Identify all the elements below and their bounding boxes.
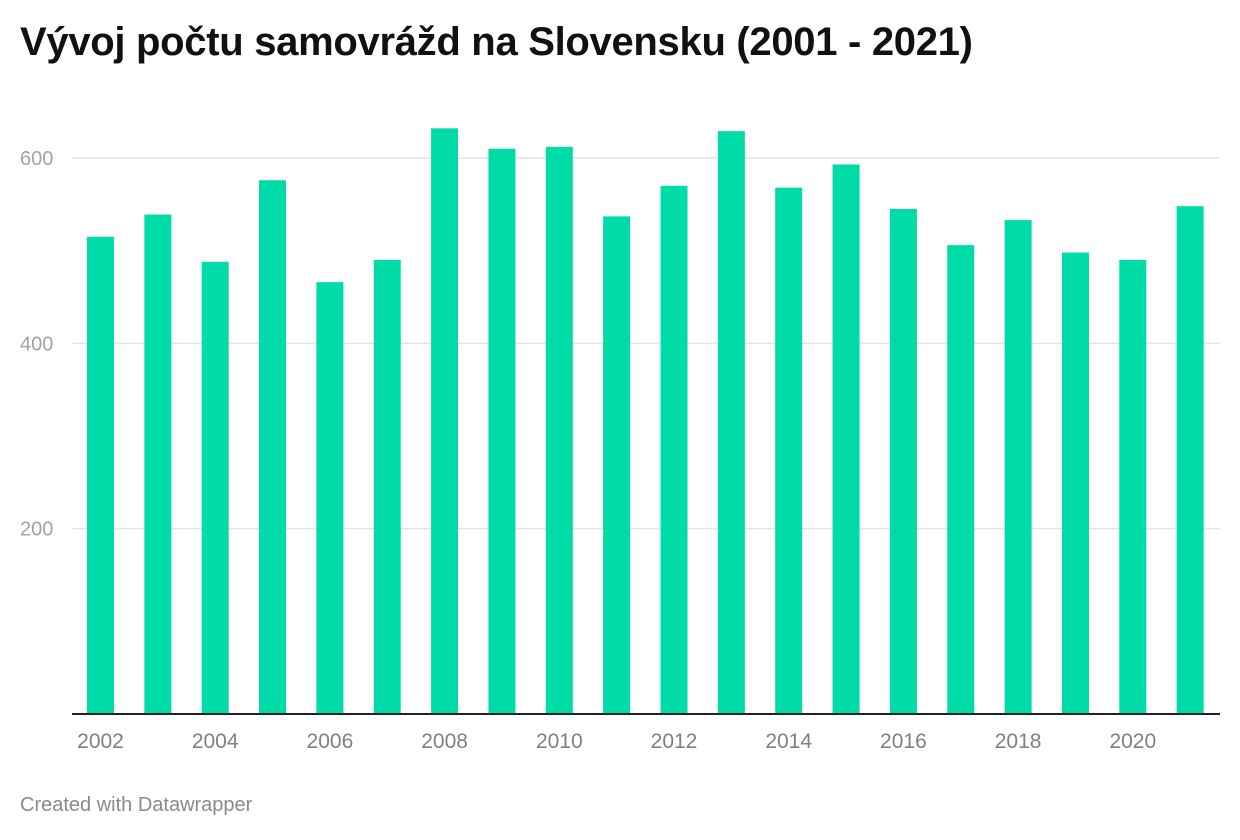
bars <box>87 128 1204 715</box>
bar-2016 <box>889 208 917 714</box>
bar-2004 <box>201 261 229 714</box>
bar-2021 <box>1176 206 1204 714</box>
gridlines <box>72 157 1220 530</box>
x-tick-label-2004: 2004 <box>192 730 239 753</box>
bar-2013 <box>717 131 745 714</box>
x-tick-label-2012: 2012 <box>651 730 698 753</box>
bar-2012 <box>660 185 688 715</box>
bar-2002 <box>87 236 114 714</box>
x-axis-tick-labels: 2002 2004 2006 2008 2010 2012 2014 2016 2018 2020 <box>77 730 1156 753</box>
bar-2008 <box>431 128 459 715</box>
bar-2005 <box>259 180 287 715</box>
bar-2019 <box>1061 252 1089 714</box>
bar-2007 <box>373 259 401 714</box>
bar-2018 <box>1004 220 1032 714</box>
bar-2020 <box>1119 259 1147 714</box>
bar-2014 <box>775 187 803 714</box>
x-tick-label-2016: 2016 <box>880 730 927 753</box>
bar-2010 <box>545 146 573 714</box>
x-tick-label-2008: 2008 <box>421 730 468 753</box>
x-tick-label-2006: 2006 <box>307 730 354 753</box>
bar-2003 <box>144 214 172 714</box>
x-tick-label-2002: 2002 <box>77 730 124 753</box>
y-tick-label-200: 200 <box>20 519 53 541</box>
y-tick-label-600: 600 <box>20 148 53 170</box>
x-tick-label-2010: 2010 <box>536 730 583 753</box>
bar-2009 <box>488 148 516 715</box>
credit-footer: Created with Datawrapper <box>20 794 253 816</box>
chart-title: Vývoj počtu samovrážd na Slovensku (2001… <box>20 20 973 64</box>
y-axis-tick-labels: 200 400 600 <box>20 148 53 541</box>
bar-2006 <box>316 282 344 714</box>
x-tick-label-2018: 2018 <box>995 730 1042 753</box>
x-tick-label-2014: 2014 <box>765 730 812 753</box>
x-tick-label-2020: 2020 <box>1109 730 1156 753</box>
bar-2017 <box>947 245 975 715</box>
bar-2015 <box>832 164 860 715</box>
bar-2011 <box>603 216 631 714</box>
y-tick-label-400: 400 <box>20 333 53 355</box>
